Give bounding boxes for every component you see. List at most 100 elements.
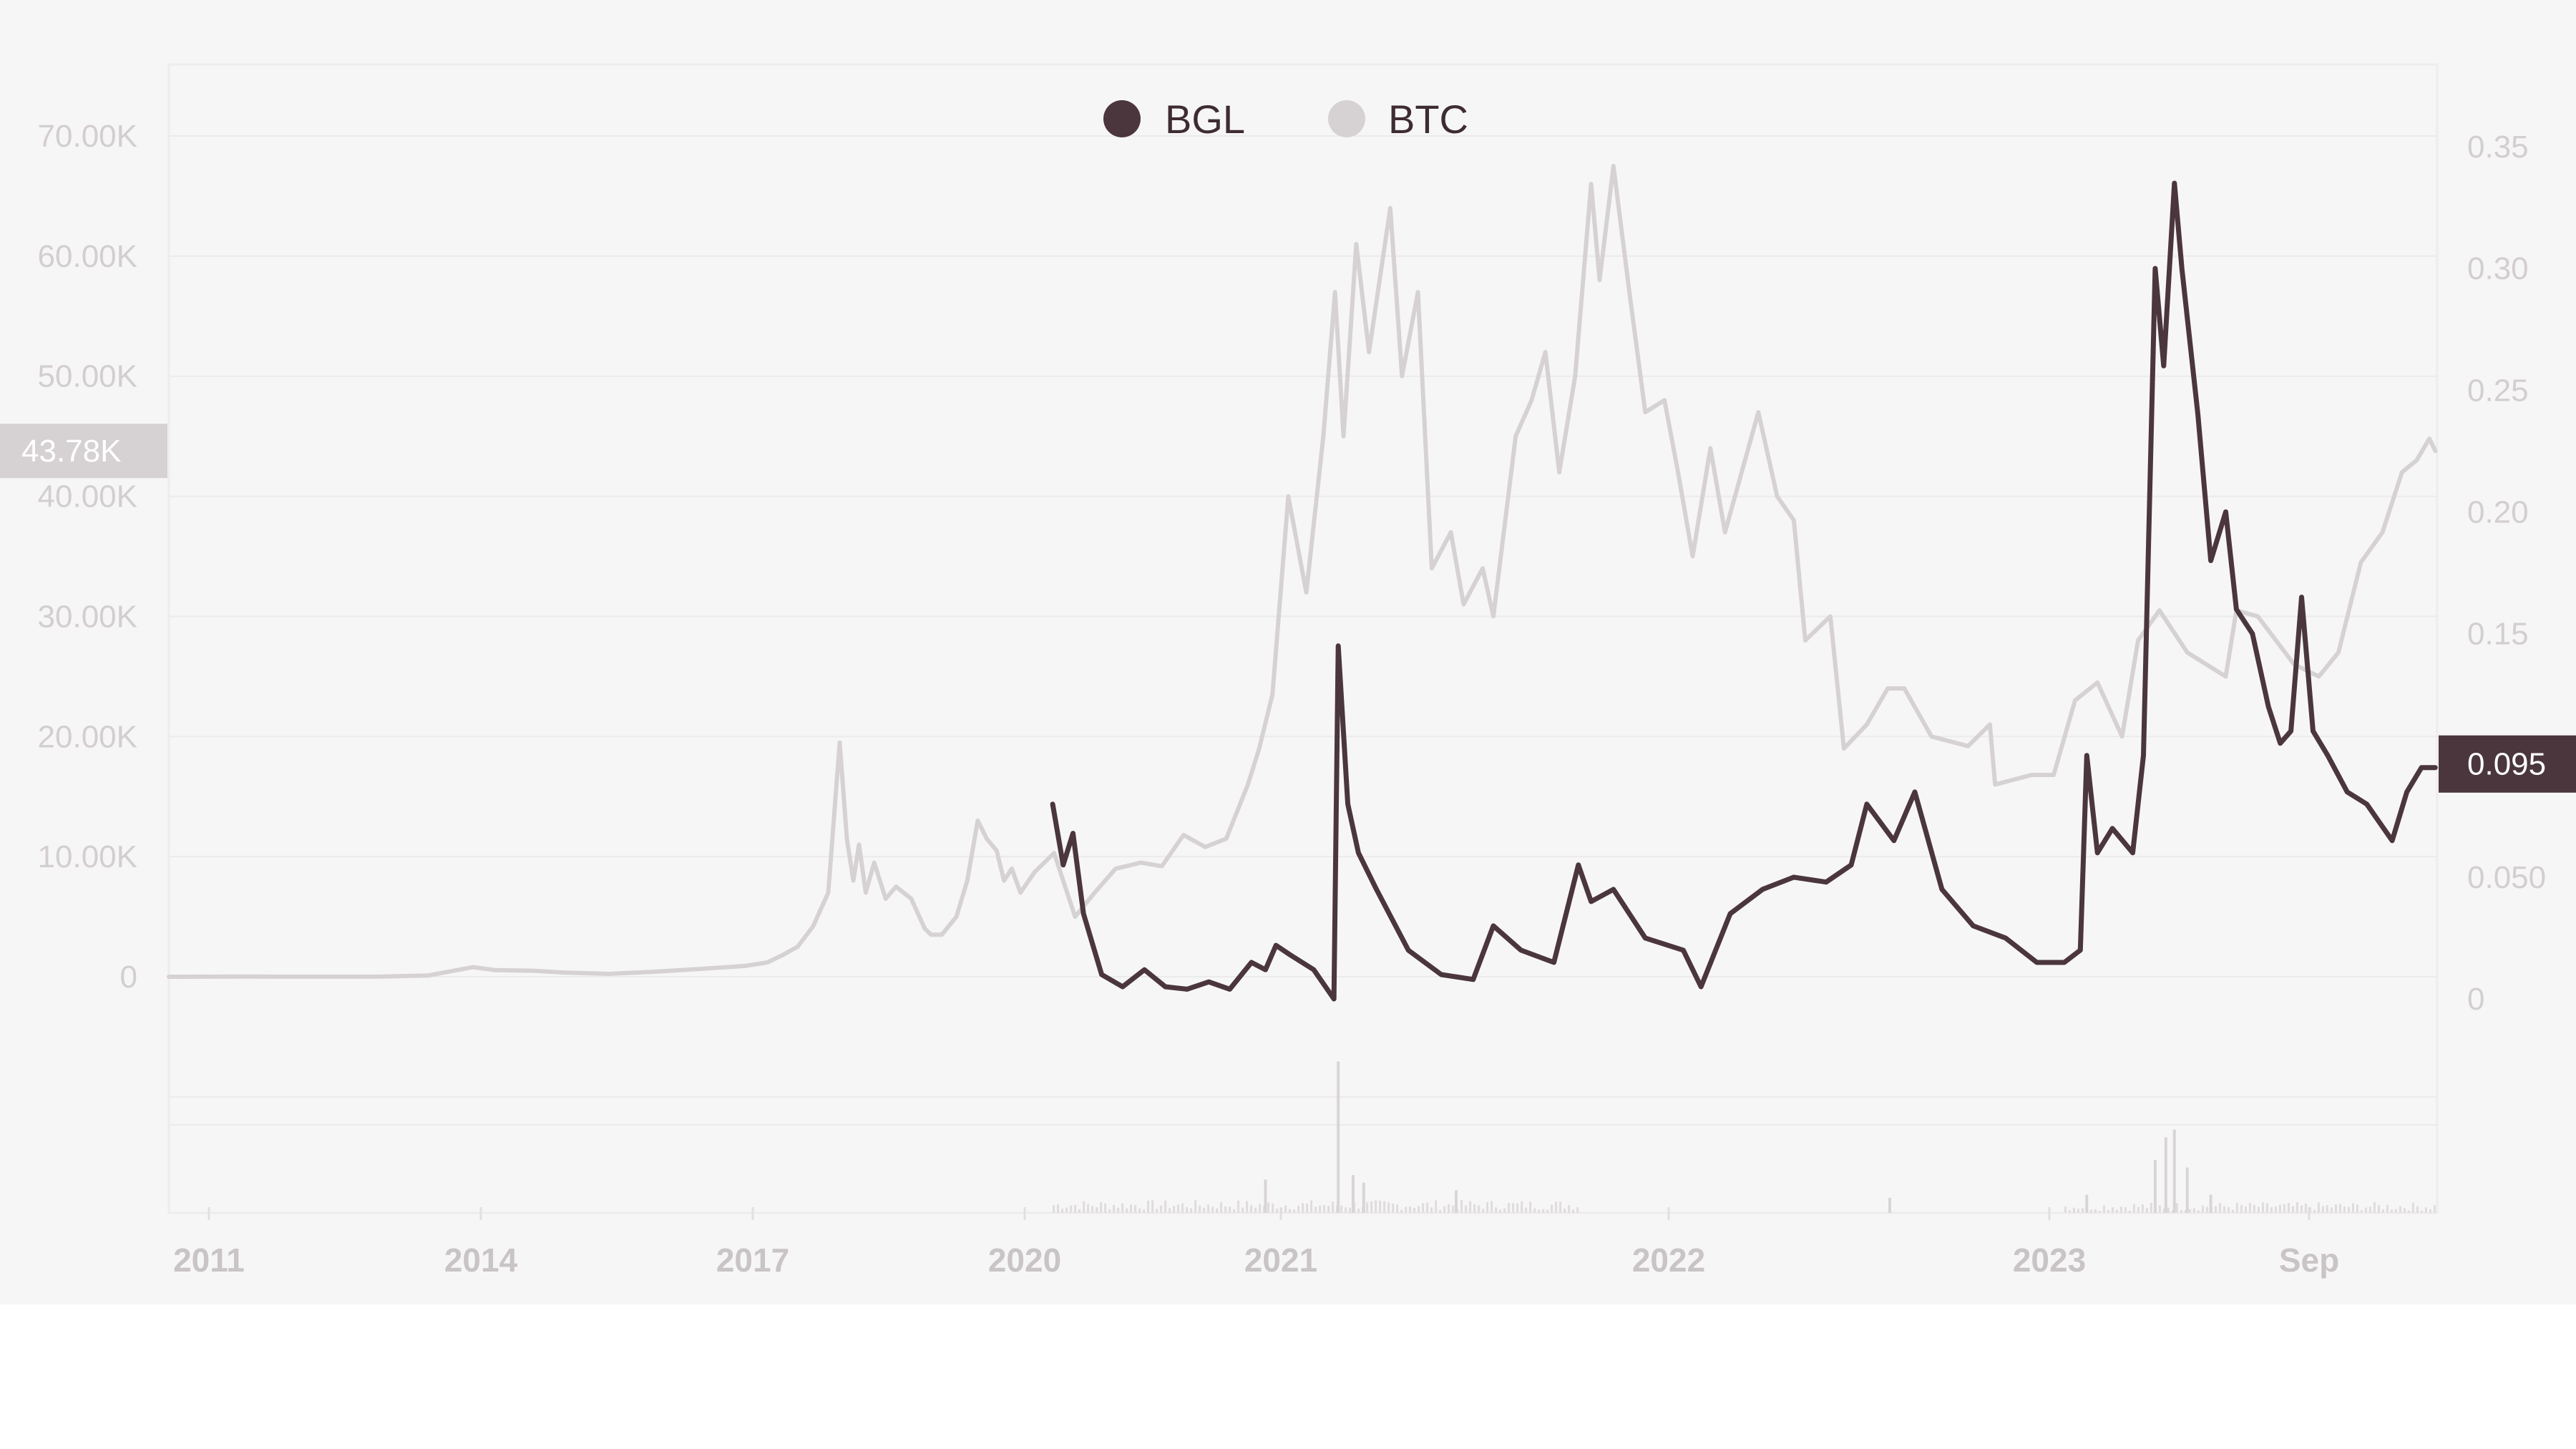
volume-bar <box>2218 1203 2221 1213</box>
volume-bar <box>2223 1206 2225 1213</box>
volume-bar <box>2334 1204 2337 1213</box>
bgl-line[interactable] <box>1050 180 2438 1002</box>
left-tick-label: 70.00K <box>38 119 137 154</box>
volume-bar <box>1233 1209 1236 1213</box>
volume-bar <box>2394 1209 2397 1213</box>
x-axis-ticks: 2011 2014 2017 2020 2021 2022 2023 Sep <box>173 1241 2339 1279</box>
legend-marker-bgl[interactable] <box>1103 100 1141 137</box>
x-tick-label: 2021 <box>1244 1241 1317 1279</box>
btc-series[interactable] <box>167 164 2438 979</box>
volume-bar <box>2162 1208 2165 1213</box>
volume-bar <box>1319 1205 1322 1213</box>
volume-bar <box>2356 1204 2358 1213</box>
price-chart[interactable]: 0 10.00K 20.00K 30.00K 40.00K 50.00K 60.00K 70.… <box>0 0 2576 1304</box>
volume-bar <box>1169 1208 1171 1213</box>
legend[interactable]: BGL BTC <box>1103 97 1468 142</box>
volume-bar <box>2407 1210 2410 1213</box>
volume-bar <box>1366 1202 1369 1213</box>
volume-bar <box>1259 1204 1262 1213</box>
volume-bar <box>1495 1207 1498 1213</box>
legend-label-bgl[interactable]: BGL <box>1165 97 1245 142</box>
volume-bar <box>1143 1209 1146 1213</box>
volume-bar <box>1147 1200 1150 1213</box>
volume-bar <box>2330 1207 2333 1213</box>
x-tick-label: 2014 <box>444 1241 518 1279</box>
volume-bar <box>2164 1137 2167 1213</box>
right-tick-label: 0.25 <box>2467 373 2529 408</box>
bgl-current-value: 0.095 <box>2467 747 2546 782</box>
volume-bar <box>1521 1201 1523 1213</box>
volume-bar <box>1525 1207 1528 1213</box>
volume-bar <box>2201 1205 2204 1213</box>
volume-bar <box>2351 1203 2354 1213</box>
volume-bar <box>1392 1204 1395 1213</box>
volume-bar <box>2115 1209 2118 1213</box>
volume-bar <box>2172 1129 2176 1213</box>
volume-bar <box>1164 1200 1167 1213</box>
volume-bar <box>1250 1205 1253 1213</box>
volume-bar <box>2153 1159 2157 1213</box>
volume-bar <box>1293 1209 1296 1213</box>
volume-bar <box>1370 1201 1373 1213</box>
volume-bar <box>1083 1201 1085 1213</box>
left-tick-label: 50.00K <box>38 359 137 394</box>
volume-bar <box>1297 1206 1300 1213</box>
volume-bar <box>1503 1208 1506 1213</box>
volume-bar <box>2364 1207 2367 1213</box>
right-axis-ticks: 0 0.050 0.15 0.20 0.25 0.30 0.35 <box>2467 130 2546 1017</box>
legend-marker-btc[interactable] <box>1328 100 1365 137</box>
volume-bar <box>1418 1206 1420 1213</box>
volume-bar <box>2317 1202 2320 1213</box>
volume-bar <box>2261 1202 2264 1213</box>
volume-bar <box>1572 1209 1575 1213</box>
volume-bar <box>2265 1203 2268 1213</box>
volume-bar <box>1216 1208 1219 1213</box>
volume-bar <box>2085 1194 2089 1213</box>
volume-bar <box>1284 1205 1287 1213</box>
volume-bar <box>1121 1203 1124 1213</box>
volume-bar <box>2184 1210 2187 1213</box>
volume-bar <box>1465 1205 1468 1213</box>
volume-bar <box>2227 1206 2230 1213</box>
volume-bar <box>1387 1202 1390 1213</box>
volume-bar <box>1533 1208 1536 1213</box>
volume-bar <box>2158 1205 2161 1213</box>
volume-bar <box>2137 1206 2140 1213</box>
bgl-series[interactable] <box>1050 180 2438 1002</box>
volume-bar <box>1156 1209 1158 1213</box>
volume-bar <box>2244 1206 2247 1213</box>
volume-bar <box>2248 1203 2251 1213</box>
volume-bar <box>1529 1201 1532 1213</box>
volume-bar <box>1203 1207 1206 1213</box>
volume-bar <box>1177 1204 1180 1213</box>
legend-label-btc[interactable]: BTC <box>1388 97 1468 142</box>
left-tick-label: 0 <box>120 960 137 995</box>
volume-bar <box>2175 1203 2178 1213</box>
volume-bar <box>1452 1205 1455 1213</box>
volume-bar <box>1455 1190 1458 1213</box>
btc-line[interactable] <box>167 164 2438 979</box>
x-tick-label: 2020 <box>988 1241 1061 1279</box>
volume-bar <box>1065 1207 1068 1213</box>
volume-bar <box>1443 1206 1446 1213</box>
volume-bar <box>1053 1205 1055 1213</box>
volume-bar <box>1551 1204 1553 1213</box>
volume-bar <box>2185 1167 2189 1213</box>
volume-bar <box>1516 1203 1519 1213</box>
volume-bar <box>1351 1175 1355 1213</box>
volume-bar <box>1211 1206 1214 1213</box>
volume-bar <box>2205 1206 2208 1213</box>
volume-bar <box>1538 1209 1541 1213</box>
volume-bar <box>2231 1209 2234 1213</box>
volume-bar <box>1061 1209 1064 1213</box>
volume-bar <box>2381 1209 2384 1213</box>
left-tick-label: 60.00K <box>38 239 137 274</box>
btc-current-badge <box>0 424 167 479</box>
volume-bar <box>1130 1204 1133 1213</box>
left-tick-label: 10.00K <box>38 839 137 874</box>
volume-bar <box>1108 1209 1111 1213</box>
x-tick-label: 2017 <box>716 1241 789 1279</box>
volume-bar <box>2167 1207 2170 1213</box>
volume-bar <box>1220 1202 1223 1213</box>
volume-bar <box>2403 1208 2406 1213</box>
